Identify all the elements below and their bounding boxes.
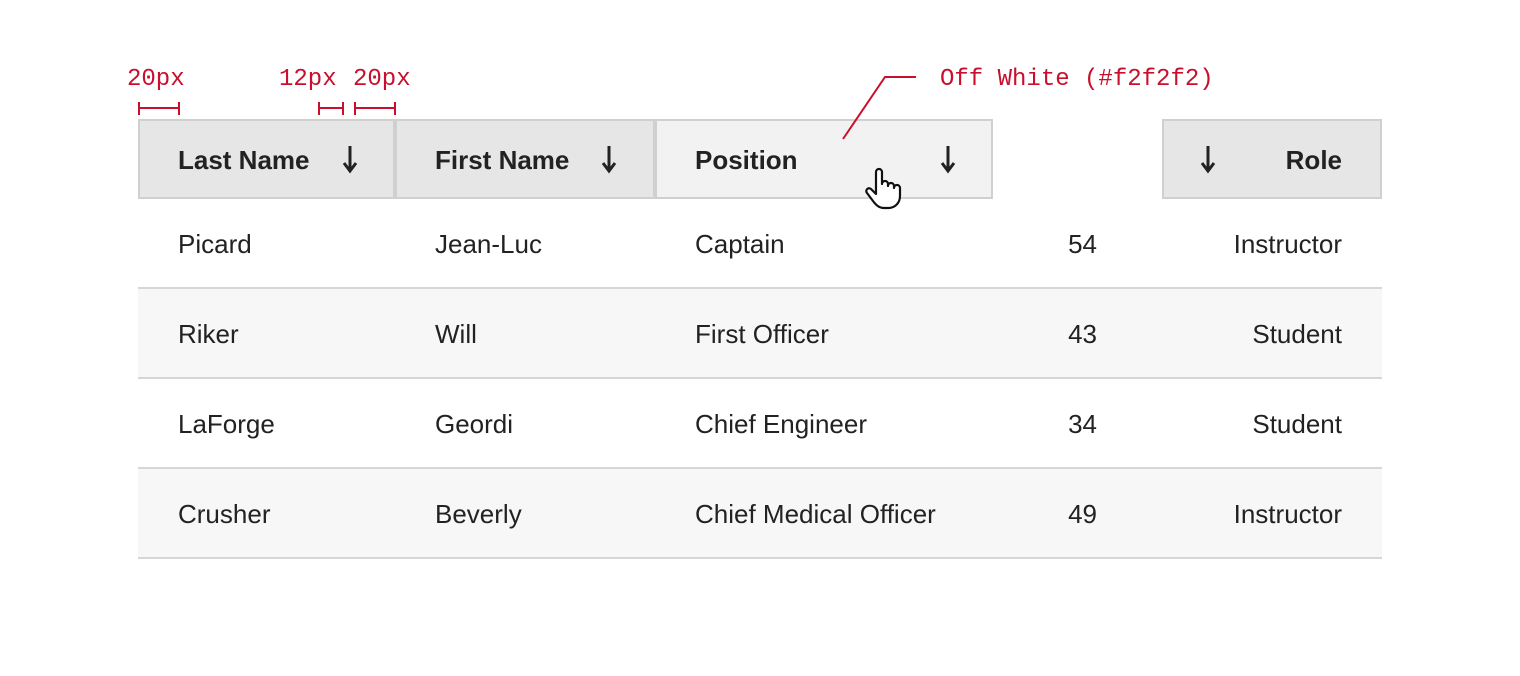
table-cell: First Officer: [695, 319, 829, 349]
table-cell: Instructor: [1233, 229, 1342, 259]
header-label: Role: [1285, 145, 1342, 175]
spacing-note: 20px: [353, 66, 411, 93]
table-cell: Jean-Luc: [435, 229, 542, 259]
table-cell: LaForge: [178, 409, 275, 439]
table-cell: Student: [1252, 319, 1342, 349]
table-cell: Beverly: [435, 499, 522, 529]
table-cell: Student: [1252, 409, 1342, 439]
table-cell: Will: [435, 319, 477, 349]
dimension-lines: [138, 76, 916, 140]
table-row: [138, 199, 1382, 289]
column-header[interactable]: [395, 119, 655, 199]
sort-arrow: [1200, 146, 1216, 174]
sort-arrow: [940, 146, 956, 174]
table-cell: 43: [1068, 319, 1097, 349]
table-cell: Captain: [695, 229, 785, 259]
column-header[interactable]: [1162, 119, 1382, 199]
header-label: First Name: [435, 145, 570, 175]
header-label: Last Name: [178, 145, 310, 175]
leader-line: [842, 76, 916, 140]
table-cell: Picard: [178, 229, 252, 259]
color-note: Off White (#f2f2f2): [940, 66, 1214, 93]
table-cell: Crusher: [178, 499, 271, 529]
table-cell: 34: [1068, 409, 1097, 439]
table-cell: Riker: [178, 319, 239, 349]
dimension: [318, 102, 344, 115]
dimension: [354, 102, 396, 115]
header-label: Position: [695, 145, 798, 175]
table-row: [138, 469, 1382, 559]
sort-arrow: [342, 146, 358, 174]
column-header[interactable]: [655, 119, 993, 199]
table-cell: Instructor: [1233, 499, 1342, 529]
dimension: [138, 102, 180, 115]
table-cell: Chief Medical Officer: [695, 499, 936, 529]
table-row: [138, 379, 1382, 469]
table-cell: Chief Engineer: [695, 409, 867, 439]
table-cell: Geordi: [435, 409, 514, 439]
spacing-note: 12px: [279, 66, 337, 93]
cursor: [865, 167, 902, 210]
sort-arrow: [601, 146, 617, 174]
column-header[interactable]: [138, 119, 395, 199]
table-cell: 49: [1068, 499, 1097, 529]
table-row: [138, 289, 1382, 379]
table-cell: 54: [1068, 229, 1097, 259]
spacing-note: 20px: [127, 66, 185, 93]
